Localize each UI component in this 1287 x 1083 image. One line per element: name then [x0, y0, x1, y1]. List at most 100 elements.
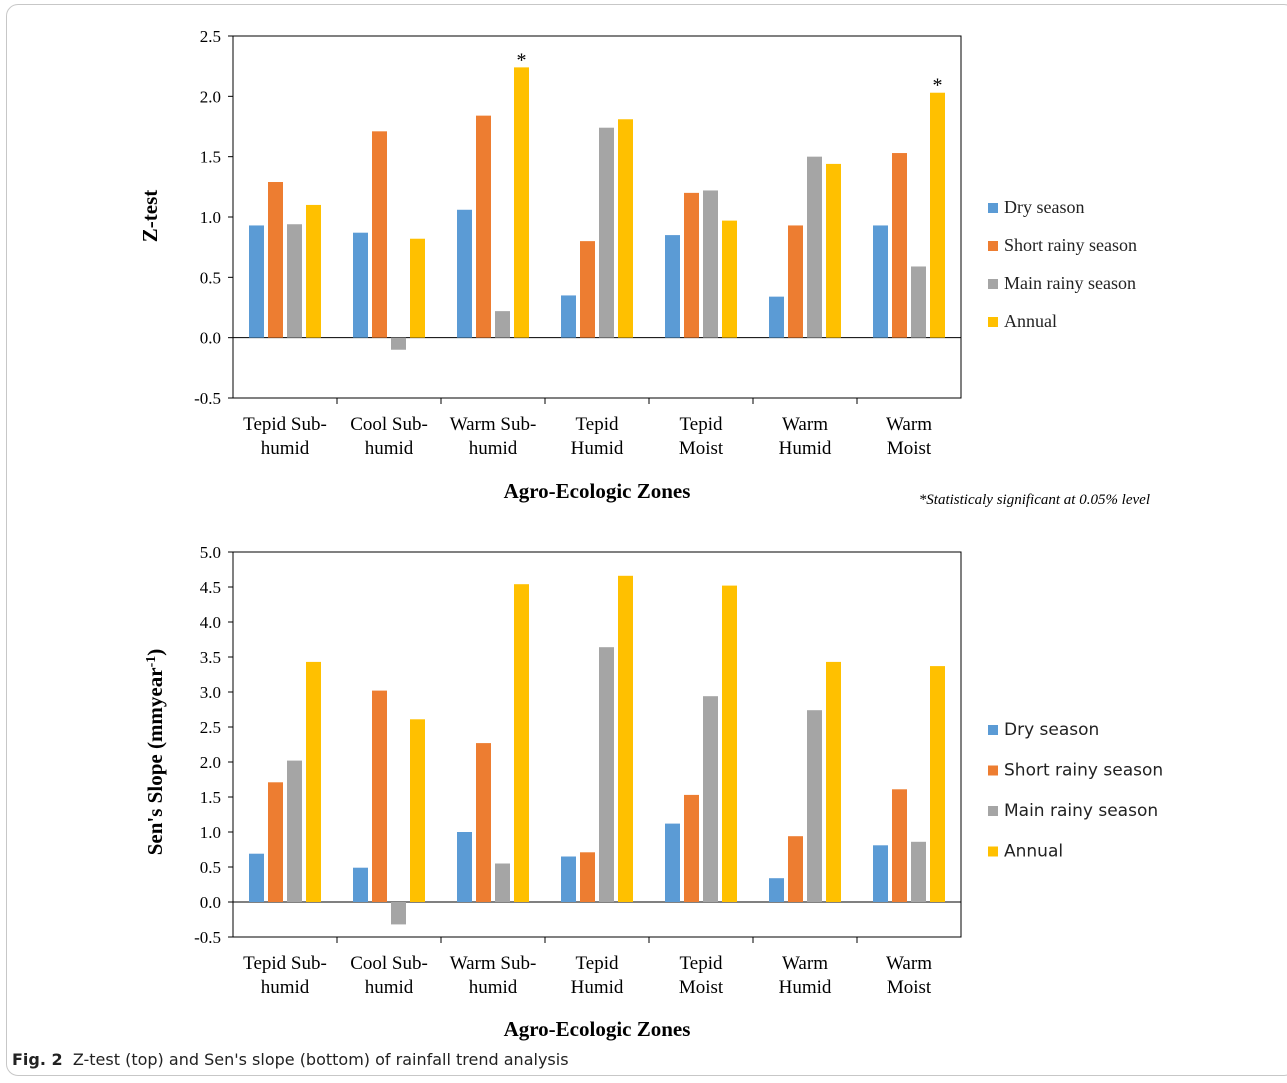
plot-area — [232, 35, 962, 399]
x-category-label: humid — [469, 977, 518, 998]
bar-short — [892, 153, 907, 338]
legend-label-main: Main rainy season — [1004, 801, 1158, 821]
x-category-label: Moist — [679, 977, 724, 998]
legend-swatch-dry — [988, 203, 998, 213]
legend-swatch-dry — [988, 725, 998, 735]
x-category-label: Moist — [887, 438, 932, 459]
bar-annual — [410, 238, 425, 338]
bar-short — [580, 852, 595, 902]
x-category-label: Humid — [779, 977, 832, 998]
legend-label-annual: Annual — [1004, 842, 1063, 862]
bar-annual — [618, 119, 633, 338]
legend-swatch-annual — [988, 317, 998, 327]
bar-dry — [769, 296, 784, 338]
bar-main — [703, 190, 718, 338]
x-category-label: Warm — [886, 953, 932, 974]
bar-dry — [561, 856, 576, 902]
y-tick-label: -0.5 — [194, 389, 221, 408]
bar-main — [391, 902, 406, 925]
bar-short — [372, 131, 387, 338]
bar-short — [684, 794, 699, 902]
x-category-label: Tepid — [576, 414, 619, 435]
significance-note: *Statisticaly significant at 0.05% level — [919, 492, 1150, 508]
y-tick-label: 1.0 — [200, 208, 221, 227]
bar-dry — [873, 845, 888, 902]
x-category-label: Warm — [886, 414, 932, 435]
bar-annual — [306, 204, 321, 338]
y-axis-title-text: Z-test — [138, 190, 162, 242]
legend-label-short: Short rainy season — [1004, 761, 1163, 781]
legend-swatch-short — [988, 765, 998, 776]
bar-main — [495, 863, 510, 902]
y-axis-title: Z-test — [138, 190, 162, 242]
bar-annual — [514, 584, 529, 902]
y-tick-label: 4.5 — [200, 578, 221, 597]
bar-short — [580, 241, 595, 338]
bar-main — [287, 224, 302, 338]
y-tick-label: 4.0 — [200, 613, 221, 632]
bar-dry — [353, 232, 368, 338]
bar-short — [788, 836, 803, 902]
bar-short — [268, 182, 283, 338]
y-tick-label: 0.5 — [200, 268, 221, 287]
x-category-label: Moist — [679, 438, 724, 459]
bar-annual — [722, 585, 737, 902]
bar-annual — [618, 575, 633, 902]
bar-main — [391, 337, 406, 350]
bar-main — [599, 127, 614, 338]
x-category-label: humid — [365, 977, 414, 998]
y-tick-label: 1.5 — [200, 148, 221, 167]
y-tick-label: 3.5 — [200, 648, 221, 667]
significance-asterisk: * — [517, 49, 527, 71]
x-category-label: Tepid Sub- — [243, 953, 327, 974]
plot-area — [232, 551, 962, 938]
bar-annual — [826, 661, 841, 902]
y-axis-title-superscript: -1 — [144, 656, 159, 668]
bar-dry — [665, 823, 680, 902]
legend-swatch-main — [988, 806, 998, 816]
x-axis-title: Agro-Ecologic Zones — [504, 1017, 691, 1041]
x-category-label: Humid — [571, 977, 624, 998]
legend-swatch-annual — [988, 846, 998, 857]
y-tick-label: 2.0 — [200, 87, 221, 106]
bar-main — [911, 841, 926, 902]
bar-dry — [249, 225, 264, 338]
significance-asterisk: * — [933, 75, 943, 97]
bar-dry — [561, 295, 576, 338]
bar-main — [703, 696, 718, 902]
bar-main — [599, 647, 614, 902]
x-category-label: Moist — [887, 977, 932, 998]
x-category-label: Warm — [782, 414, 828, 435]
x-axis-title: Agro-Ecologic Zones — [504, 479, 691, 503]
bar-annual — [514, 67, 529, 338]
y-axis-title-end: ) — [143, 649, 167, 656]
y-tick-label: 1.5 — [200, 788, 221, 807]
legend-label-annual: Annual — [1004, 311, 1057, 331]
legend-label-short: Short rainy season — [1004, 235, 1137, 255]
bar-short — [476, 743, 491, 902]
bar-short — [788, 225, 803, 338]
x-category-label: Tepid — [576, 953, 619, 974]
y-tick-label: 3.0 — [200, 683, 221, 702]
bar-annual — [930, 92, 945, 338]
bar-short — [372, 690, 387, 902]
x-category-label: humid — [365, 438, 414, 459]
bar-dry — [665, 235, 680, 338]
x-category-label: Tepid — [680, 953, 723, 974]
y-axis-title: Sen's Slope (mmyear-1) — [143, 649, 167, 856]
bar-short — [892, 789, 907, 902]
x-category-label: Humid — [779, 438, 832, 459]
y-tick-label: 0.5 — [200, 858, 221, 877]
x-category-label: Cool Sub- — [350, 414, 428, 435]
bar-annual — [410, 719, 425, 902]
chart-z-test: 2.5 2.0 1.5 1.0 0.5 0.0 -0.5 Tepid Sub-humid Coo… — [138, 27, 1150, 508]
legend: Dry season Short rainy season Main rainy s… — [988, 720, 1163, 862]
x-category-label: humid — [261, 977, 310, 998]
caption-text: Z-test (top) and Sen's slope (bottom) of… — [72, 1050, 569, 1069]
bar-annual — [306, 661, 321, 902]
y-axis-title-text: Sen's Slope (mmyear — [143, 667, 167, 855]
bar-main — [495, 311, 510, 338]
bar-annual — [930, 666, 945, 902]
x-category-label: Warm Sub- — [450, 414, 537, 435]
